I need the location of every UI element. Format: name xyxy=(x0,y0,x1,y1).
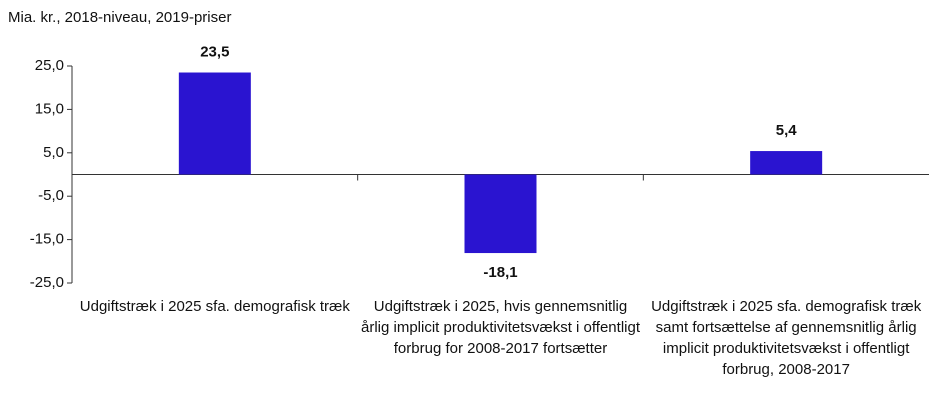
y-tick-label: -15,0 xyxy=(30,231,64,248)
x-tick-label: Udgiftstræk i 2025, hvis gennemsnitlig å… xyxy=(361,298,640,357)
x-tick-label: Udgiftstræk i 2025 sfa. demografisk træk… xyxy=(651,298,922,378)
y-tick-label: -25,0 xyxy=(30,274,64,291)
y-tick-label: 15,0 xyxy=(35,100,64,117)
y-tick-label: -5,0 xyxy=(38,187,64,204)
y-tick-label: 5,0 xyxy=(43,144,64,161)
bar xyxy=(464,174,537,254)
chart-subtitle: Mia. kr., 2018-niveau, 2019-priser xyxy=(8,9,231,26)
bar xyxy=(750,151,823,175)
data-label: 23,5 xyxy=(200,43,229,60)
y-tick-label: 25,0 xyxy=(35,57,64,74)
data-label: -18,1 xyxy=(483,264,517,281)
bar xyxy=(178,72,251,175)
data-label: 5,4 xyxy=(776,122,798,139)
x-tick-label: Udgiftstræk i 2025 sfa. demografisk træk xyxy=(79,298,350,315)
